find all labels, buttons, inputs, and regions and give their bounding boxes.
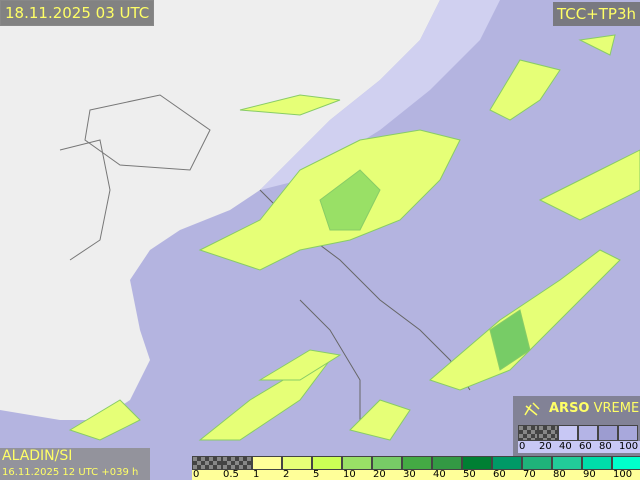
precip-legend-swatch xyxy=(252,456,282,470)
cloud-legend-swatch xyxy=(598,425,618,441)
precipitation-legend xyxy=(192,456,640,470)
precip-legend-tick: 40 xyxy=(433,469,446,480)
model-run: 16.11.2025 12 UTC +039 h xyxy=(2,467,139,478)
precip-legend-swatch xyxy=(462,456,492,470)
precip-legend-tick: 0.5 xyxy=(223,469,239,480)
precip-legend-tick: 50 xyxy=(463,469,476,480)
precip-legend-swatch xyxy=(312,456,342,470)
cloud-legend-swatch xyxy=(558,425,578,441)
cloud-legend-swatch xyxy=(618,425,638,441)
cloud-cover-legend xyxy=(518,425,638,441)
precip-legend-swatch xyxy=(582,456,612,470)
product-label: TCC+TP3h xyxy=(552,2,640,26)
precip-legend-tick: 2 xyxy=(283,469,290,480)
cloud-legend-tick: 40 xyxy=(559,441,572,452)
precip-legend-swatch xyxy=(282,456,312,470)
precip-legend-tick: 20 xyxy=(373,469,386,480)
precip-legend-swatch xyxy=(192,456,222,470)
thin-cloud-area xyxy=(260,0,500,190)
precip-legend-tick: 90 xyxy=(583,469,596,480)
precip-legend-swatch xyxy=(342,456,372,470)
border-lines xyxy=(84,94,211,171)
satellite-dish-icon xyxy=(524,402,540,416)
cloud-legend-tick: 100 xyxy=(619,441,639,452)
precip-legend-swatch xyxy=(222,456,252,470)
precip-legend-swatch xyxy=(522,456,552,470)
cloud-legend-swatch xyxy=(538,425,558,441)
model-name: ALADIN/SI xyxy=(2,448,73,464)
precip-legend-tick: 30 xyxy=(403,469,416,480)
precip-legend-tick: 0 xyxy=(193,469,200,480)
cloud-legend-tick: 60 xyxy=(579,441,592,452)
cloud-legend-swatch xyxy=(518,425,538,441)
cloud-legend-tick: 20 xyxy=(539,441,552,452)
logo-text-regular: VREME xyxy=(589,401,640,416)
cloud-legend-tick: 0 xyxy=(519,441,526,452)
valid-time-label: 18.11.2025 03 UTC xyxy=(0,0,155,26)
border-lines xyxy=(59,139,111,261)
precip-legend-tick: 5 xyxy=(313,469,320,480)
logo-text-bold: ARSO xyxy=(549,401,590,416)
precip-legend-swatch xyxy=(432,456,462,470)
cloud-cover-legend-labels: 0 20 40 60 80 100 xyxy=(518,441,640,453)
precip-legend-swatch xyxy=(372,456,402,470)
precip-legend-swatch xyxy=(402,456,432,470)
precipitation-legend-labels: 0 0.5 1 2 5 10 20 30 40 50 60 70 80 90 100 xyxy=(192,470,640,480)
precipitation-areas xyxy=(68,34,640,441)
precip-legend-swatch xyxy=(492,456,522,470)
precip-legend-tick: 100 xyxy=(613,469,633,480)
cloud-legend-swatch xyxy=(578,425,598,441)
precip-legend-swatch xyxy=(552,456,582,470)
clear-land-area xyxy=(0,0,440,420)
precip-legend-tick: 70 xyxy=(523,469,536,480)
precip-legend-tick: 60 xyxy=(493,469,506,480)
precip-legend-tick: 10 xyxy=(343,469,356,480)
cloud-legend-tick: 80 xyxy=(599,441,612,452)
precip-legend-tick: 1 xyxy=(253,469,260,480)
logo-text: ARSO VREME xyxy=(549,401,639,417)
precip-legend-tick: 80 xyxy=(553,469,566,480)
model-info: ALADIN/SI 16.11.2025 12 UTC +039 h xyxy=(0,448,150,480)
precip-legend-swatch xyxy=(612,456,640,470)
